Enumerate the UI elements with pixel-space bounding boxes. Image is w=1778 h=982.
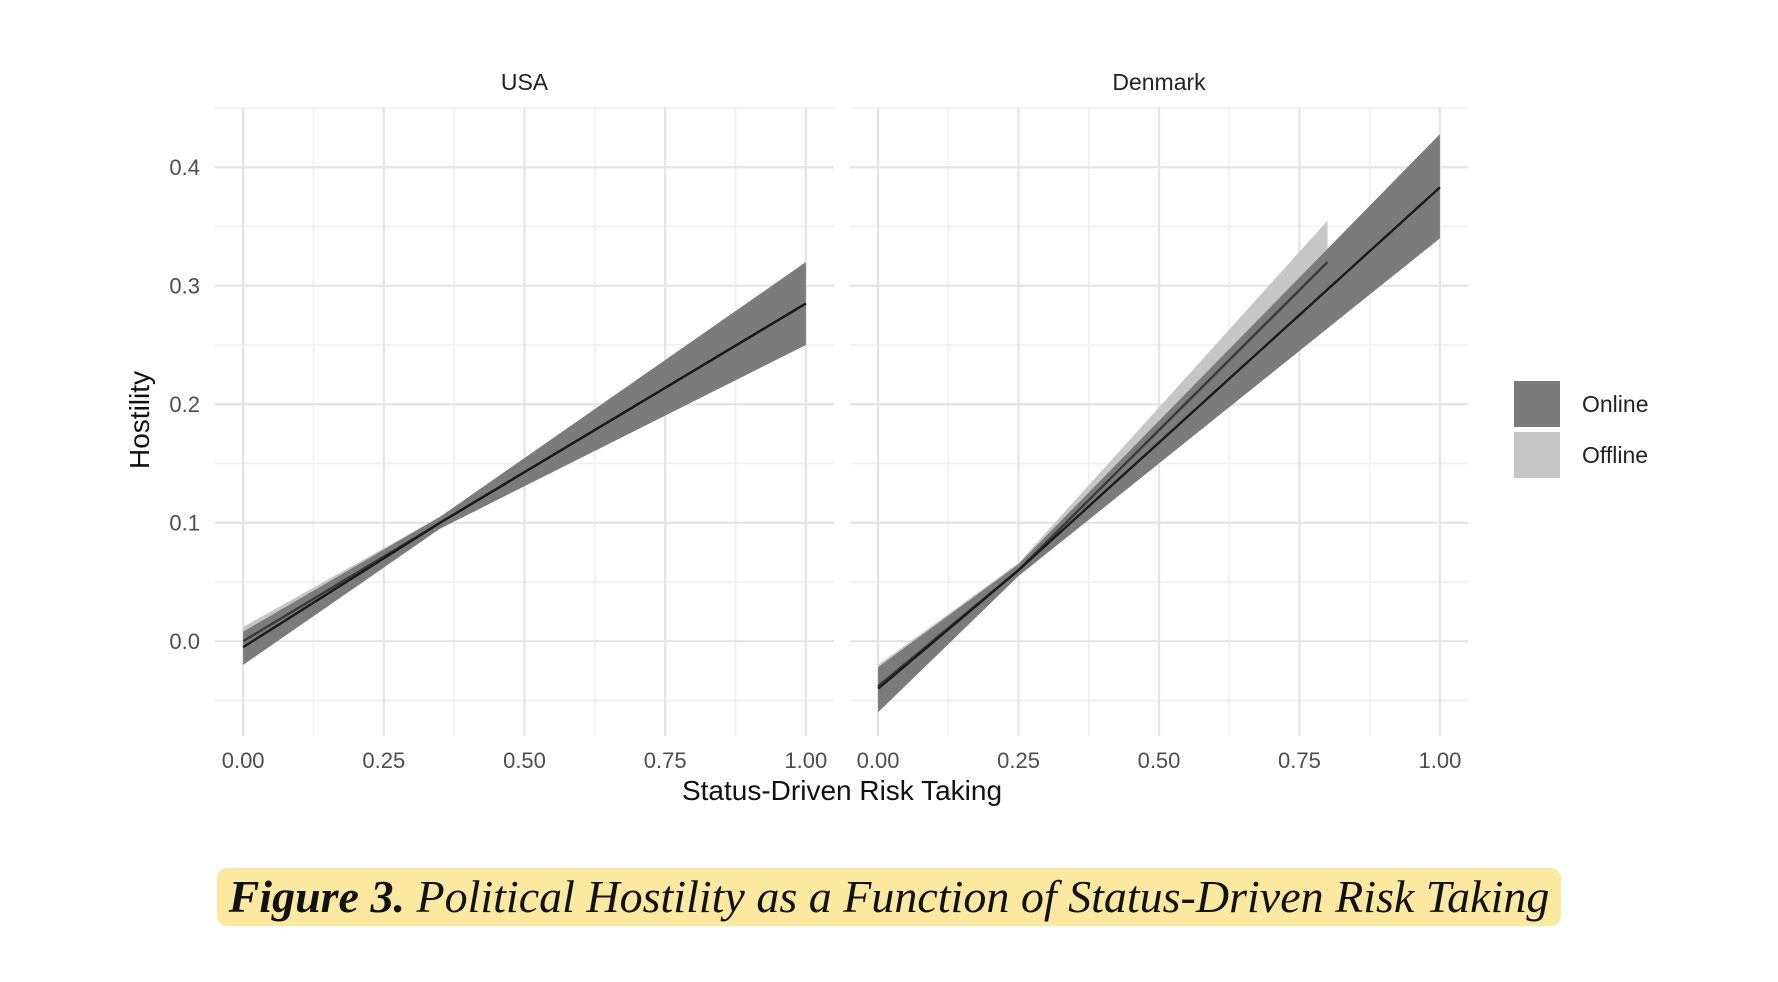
x-tick-label: 0.25 xyxy=(362,748,405,773)
faceted-line-chart: USA 0.00 0.25 0.50 0.75 1.00 Denmark 0.00 0.25 0.… xyxy=(124,69,1648,806)
x-tick-label: 1.00 xyxy=(784,748,827,773)
x-tick-label: 0.00 xyxy=(222,748,265,773)
x-tick-label: 0.50 xyxy=(1138,748,1181,773)
x-tick-label: 0.50 xyxy=(503,748,546,773)
x-tick-label: 0.00 xyxy=(857,748,900,773)
figure-caption-lead: Figure 3. xyxy=(228,871,405,922)
legend: Online Offline xyxy=(1514,381,1648,478)
x-tick-label: 0.75 xyxy=(644,748,687,773)
panel-usa: USA 0.00 0.25 0.50 0.75 1.00 xyxy=(215,69,834,773)
x-tick-label: 1.00 xyxy=(1418,748,1461,773)
figure-caption-text: Political Hostility as a Function of Sta… xyxy=(416,871,1550,922)
y-tick-label: 0.1 xyxy=(169,511,200,536)
x-tick-label: 0.75 xyxy=(1278,748,1321,773)
x-axis-title: Status-Driven Risk Taking xyxy=(682,775,1002,806)
confidence-band-online xyxy=(243,262,806,665)
legend-key-online xyxy=(1514,381,1560,427)
series-line-online xyxy=(877,186,1441,690)
y-tick-label: 0.3 xyxy=(169,274,200,299)
series-line-online xyxy=(242,302,807,649)
y-tick-label: 0.0 xyxy=(169,629,200,654)
panel-title: Denmark xyxy=(1112,69,1206,95)
figure-caption-container: Figure 3. Political Hostility as a Funct… xyxy=(0,868,1778,926)
figure-caption: Figure 3. Political Hostility as a Funct… xyxy=(216,868,1562,926)
panel-denmark: Denmark 0.00 0.25 0.50 0.75 1.00 xyxy=(850,69,1468,773)
legend-label: Offline xyxy=(1582,442,1648,468)
y-tick-label: 0.4 xyxy=(169,155,200,180)
y-tick-label: 0.2 xyxy=(169,392,200,417)
confidence-band-online xyxy=(878,134,1440,713)
legend-label: Online xyxy=(1582,391,1648,417)
y-axis-title: Hostility xyxy=(124,371,155,469)
panel-title: USA xyxy=(501,69,549,95)
legend-key-offline xyxy=(1514,432,1560,478)
x-tick-label: 0.25 xyxy=(997,748,1040,773)
